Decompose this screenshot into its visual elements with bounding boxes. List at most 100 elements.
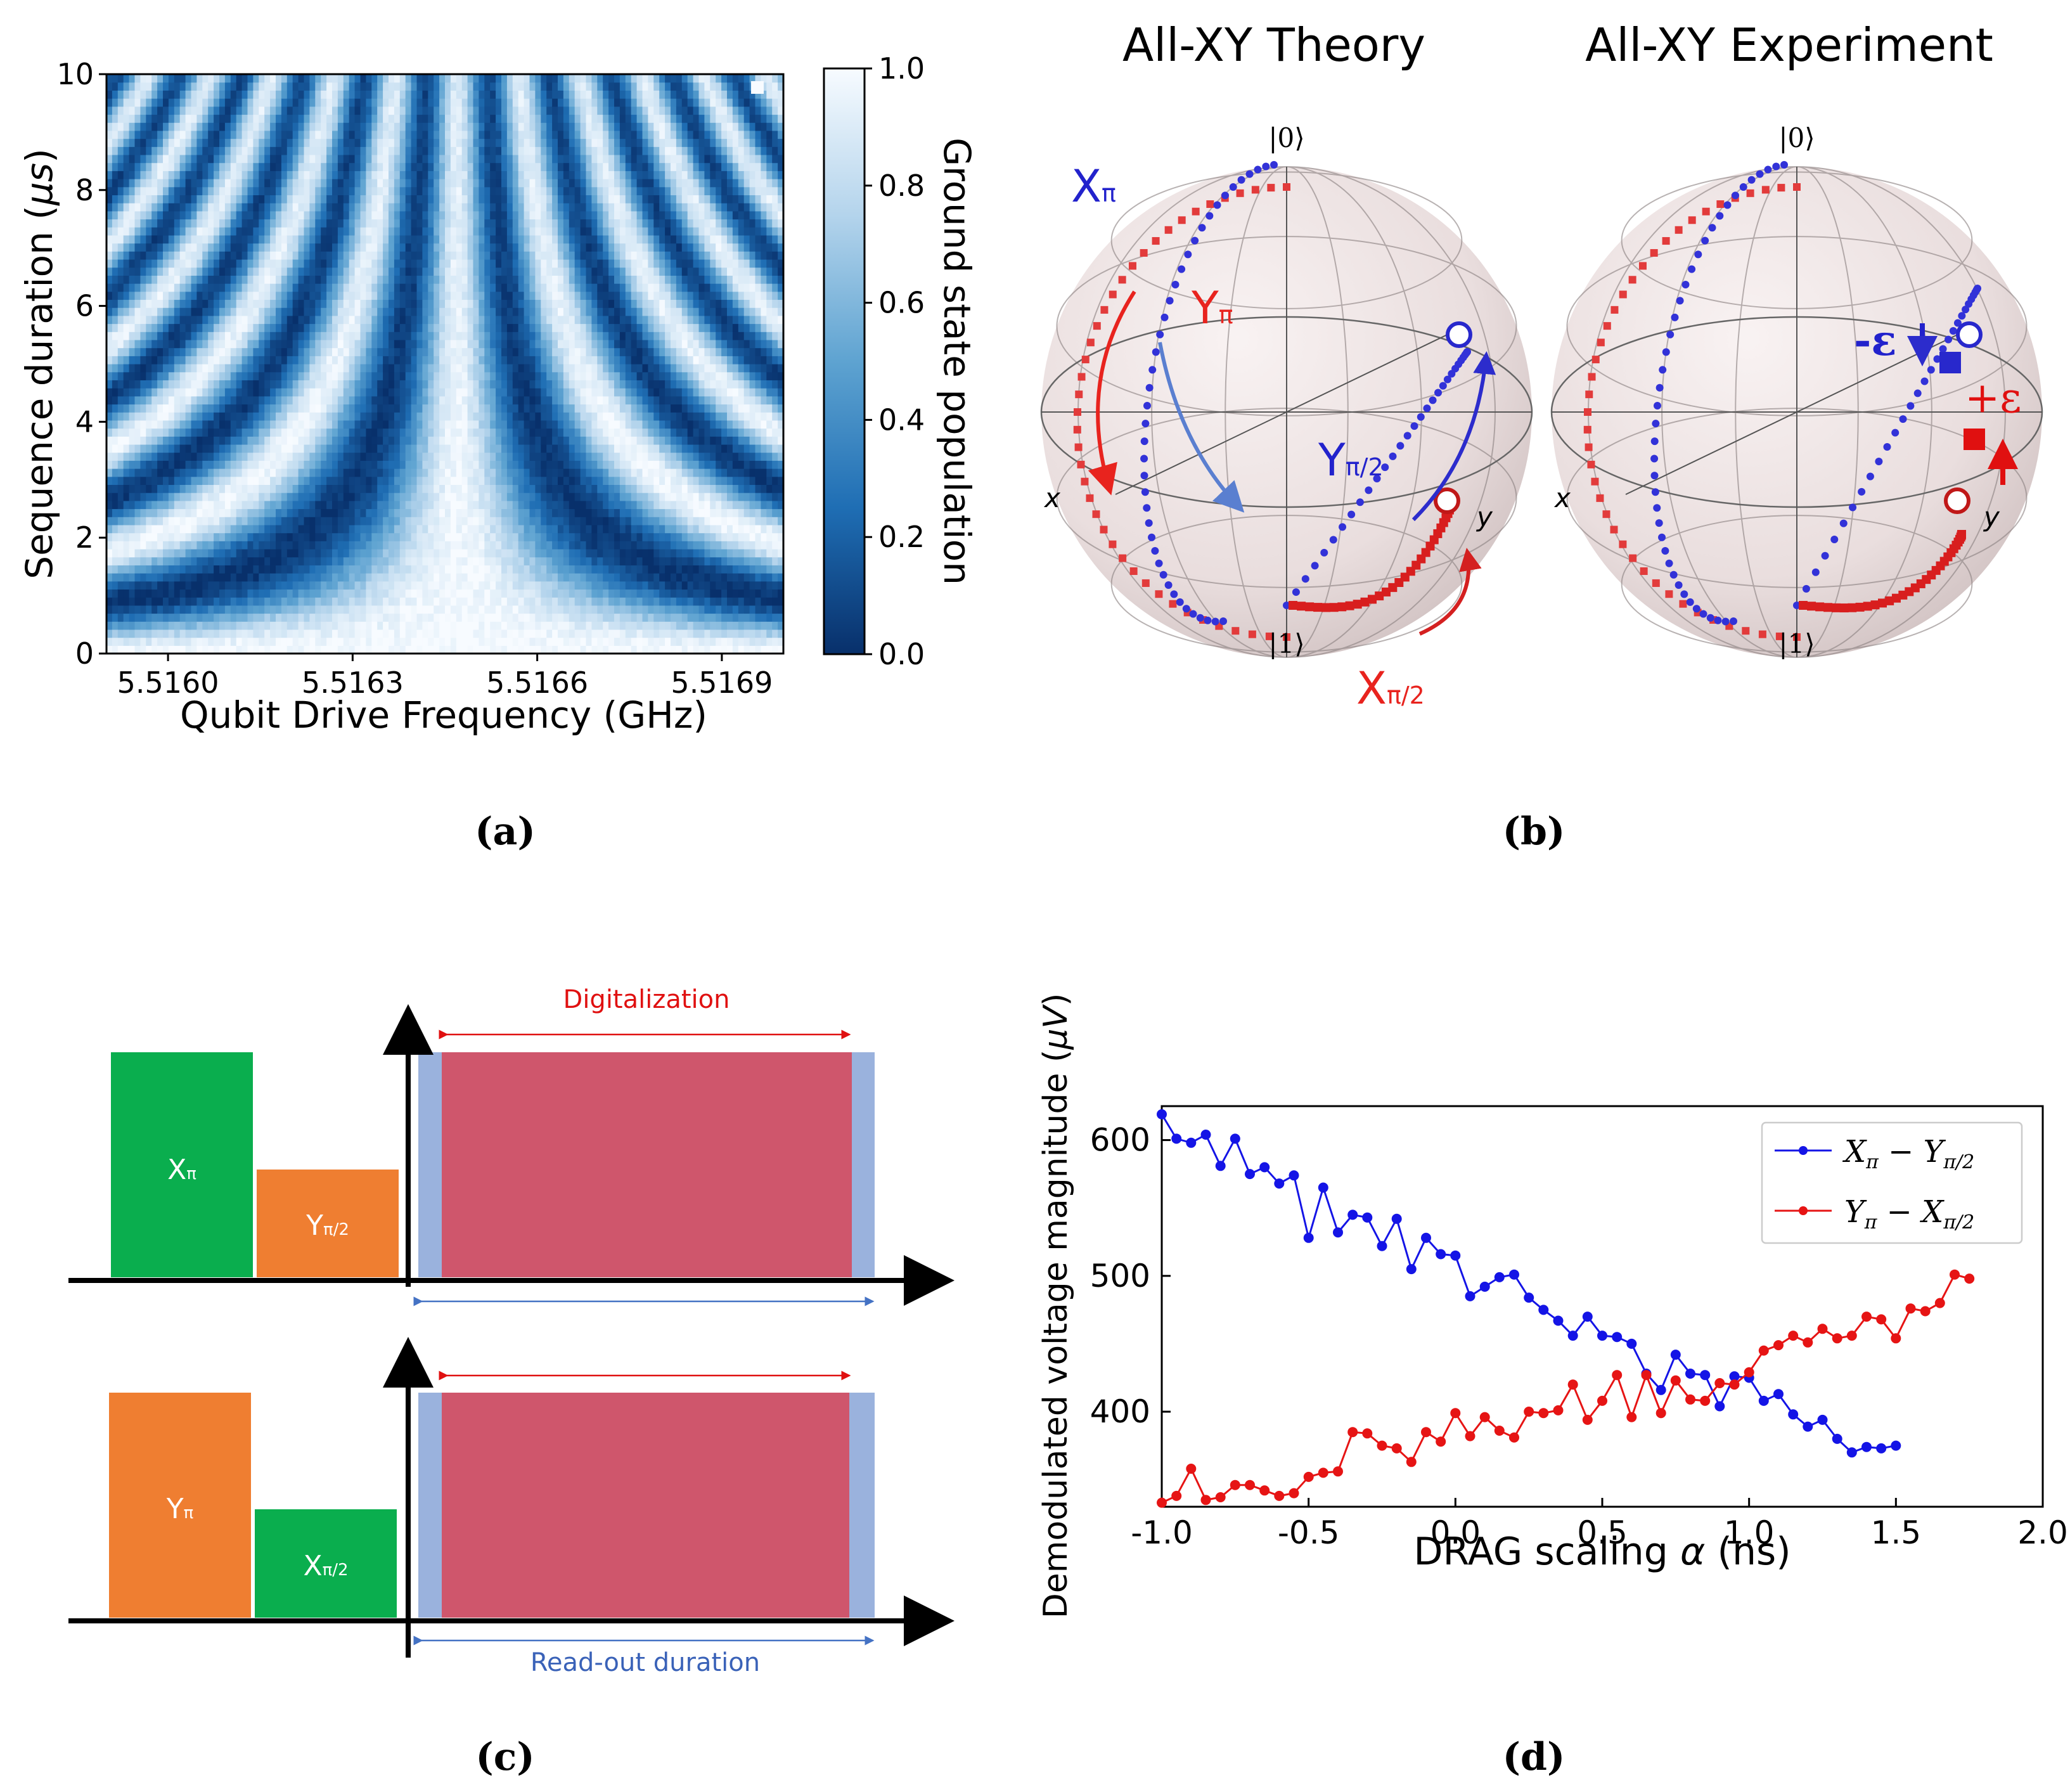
heatmap-cell [360,356,366,364]
heatmap-cell [405,275,412,284]
heatmap-cell [422,171,428,179]
heatmap-cell [490,508,496,517]
heatmap-cell [371,605,378,614]
heatmap-cell [247,307,254,316]
heatmap-cell [473,219,479,228]
heatmap-cell [208,436,214,445]
heatmap-cell [315,275,321,284]
heatmap-cell [354,404,361,413]
heatmap-cell [450,444,457,453]
heatmap-cell [214,581,220,590]
heatmap-cell [236,291,243,300]
heatmap-cell [337,428,344,437]
heatmap-cell [276,565,282,574]
heatmap-cell [117,332,124,340]
heatmap-cell [191,589,197,598]
heatmap-cell [479,307,485,316]
heatmap-cell [371,307,378,316]
heatmap-cell [354,98,361,107]
heatmap-cell [315,299,321,308]
heatmap-cell [315,548,321,558]
heatmap-cell [366,332,372,340]
heatmap-cell [343,420,350,429]
heatmap-cell [484,291,491,300]
heatmap-cell [151,82,158,91]
heatmap-cell [298,82,305,91]
heatmap-cell [140,122,146,131]
heatmap-cell [219,404,226,413]
heatmap-cell [315,114,321,123]
heatmap-cell [337,508,344,517]
heatmap-cell [196,573,203,582]
heatmap-cell [106,629,113,638]
heatmap-cell [191,219,197,228]
heatmap-cell [371,171,378,179]
heatmap-cell [179,629,186,638]
heatmap-cell [349,315,356,325]
heatmap-cell [146,436,152,445]
heatmap-cell [230,275,237,284]
heatmap-cell [354,332,361,340]
heatmap-cell [202,621,209,630]
heatmap-cell [168,524,175,534]
heatmap-cell [224,428,231,437]
heatmap-cell [247,82,254,91]
heatmap-cell [292,275,299,284]
heatmap-cell [264,195,271,203]
heatmap-cell [298,251,305,260]
heatmap-cell [179,162,186,171]
heatmap-cell [349,186,356,196]
heatmap-cell [422,396,428,405]
heatmap-cell [298,315,305,325]
heatmap-cell [106,122,113,131]
heatmap-cell [191,90,197,99]
heatmap-cell [411,573,418,582]
heatmap-cell [439,114,446,123]
heatmap-cell [434,186,440,196]
heatmap-cell [456,589,463,598]
heatmap-cell [461,508,468,517]
heatmap-cell [337,404,344,413]
heatmap-cell [399,82,406,91]
heatmap-cell [179,332,186,340]
heatmap-cell [360,291,366,300]
heatmap-cell [304,476,310,486]
heatmap-cell [117,460,124,469]
heatmap-cell [371,388,378,397]
heatmap-cell [230,195,237,203]
heatmap-cell [416,90,423,99]
heatmap-cell [354,396,361,405]
heatmap-cell [411,517,418,525]
heatmap-cell [490,195,496,203]
heatmap-cell [185,621,192,630]
heatmap-cell [276,388,282,397]
heatmap-cell [117,380,124,389]
heatmap-cell [112,629,119,638]
heatmap-cell [230,573,237,582]
heatmap-cell [117,557,124,565]
heatmap-cell [208,532,214,541]
heatmap-cell [214,203,220,212]
heatmap-cell [117,179,124,188]
heatmap-cell [479,275,485,284]
heatmap-cell [411,548,418,558]
heatmap-cell [394,589,401,598]
heatmap-cell [366,243,372,252]
heatmap-cell [479,436,485,445]
heatmap-cell [123,291,130,300]
heatmap-cell [309,347,316,356]
heatmap-cell [163,203,169,212]
heatmap-cell [174,146,181,155]
heatmap-cell [456,315,463,325]
heatmap-cell [292,195,299,203]
heatmap-cell [496,581,502,590]
heatmap-cell [286,524,293,534]
heatmap-cell [191,548,197,558]
heatmap-cell [140,371,146,380]
heatmap-cell [383,508,389,517]
heatmap-cell [298,339,305,349]
heatmap-cell [129,122,136,131]
heatmap-cell [214,548,220,558]
heatmap-cell [281,645,288,654]
heatmap-cell [422,500,428,510]
